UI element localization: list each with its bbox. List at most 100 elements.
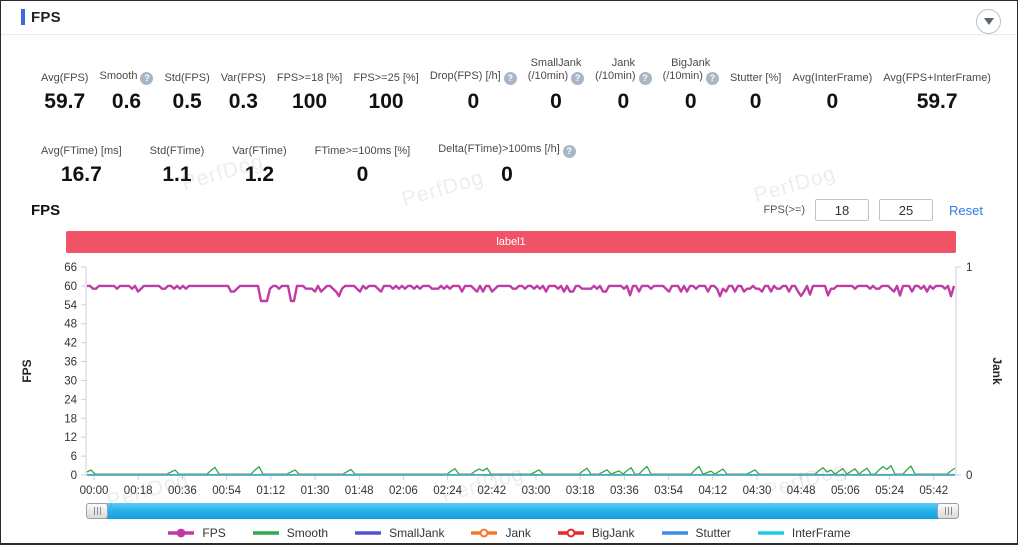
- reset-button[interactable]: Reset: [949, 202, 983, 218]
- stat-drop-fps-h-: Drop(FPS) [/h]? 0: [430, 55, 517, 114]
- stat-label: Avg(InterFrame): [792, 72, 873, 84]
- help-icon[interactable]: ?: [140, 72, 154, 85]
- svg-text:02:06: 02:06: [389, 485, 418, 497]
- svg-text:00:36: 00:36: [168, 485, 197, 497]
- stat-value: 1.1: [162, 163, 192, 186]
- svg-text:48: 48: [64, 319, 77, 331]
- stat-stutter-: Stutter [%] 0: [730, 55, 781, 114]
- legend-item-interframe[interactable]: InterFrame: [757, 526, 851, 540]
- svg-text:1: 1: [966, 262, 972, 274]
- stats-row-ftime: Avg(FTime) [ms] 16.7 Std(FTime) 1.1 Var(FTim…: [41, 128, 1017, 187]
- chart-section-header: FPS FPS(>=) Reset: [1, 197, 1017, 223]
- stat-avg-fps-: Avg(FPS) 59.7: [41, 55, 88, 114]
- stat-label: Stutter [%]: [729, 72, 782, 84]
- stat-value: 0: [356, 163, 369, 186]
- chart-range-scrollbar[interactable]: [86, 503, 959, 519]
- scene-label-bar[interactable]: label1: [66, 231, 956, 253]
- svg-text:12: 12: [64, 432, 77, 444]
- stat-label: FPS>=18 [%]: [276, 72, 343, 84]
- panel-header: FPS: [1, 1, 1017, 35]
- legend-label: Stutter: [695, 526, 731, 540]
- svg-text:60: 60: [64, 281, 77, 293]
- stutter-series-marker-icon: [661, 531, 688, 535]
- stat-label: Jank (/10min)?: [595, 55, 652, 85]
- svg-text:FPS: FPS: [20, 359, 34, 382]
- stat-bigjank-10min-: BigJank (/10min)? 0: [663, 55, 719, 114]
- stat-avg-fps-interframe-: Avg(FPS+InterFrame) 59.7: [883, 55, 991, 114]
- chart-legend: FPS Smooth SmallJank Jank BigJank Stutter Inte…: [1, 526, 1017, 540]
- svg-text:03:18: 03:18: [566, 485, 595, 497]
- stat-value: 0: [617, 90, 630, 113]
- smooth-series-marker-icon: [252, 531, 279, 535]
- smalljank-series-marker-icon: [355, 531, 382, 535]
- legend-label: BigJank: [591, 526, 635, 540]
- svg-text:01:30: 01:30: [301, 485, 330, 497]
- stat-label: Std(FPS): [164, 72, 210, 84]
- fps-max-input[interactable]: [879, 199, 934, 221]
- svg-text:01:12: 01:12: [256, 485, 285, 497]
- stat-value: 0: [467, 90, 480, 113]
- fps-series-marker-icon: [168, 528, 195, 538]
- legend-item-fps[interactable]: FPS: [167, 526, 226, 540]
- stat-value: 1.2: [244, 163, 275, 186]
- range-handle-left[interactable]: [86, 503, 108, 519]
- stat-avg-ftime-ms-: Avg(FTime) [ms] 16.7: [41, 128, 122, 187]
- legend-item-bigjank[interactable]: BigJank: [557, 526, 635, 540]
- stat-label: Avg(FTime) [ms]: [41, 145, 122, 157]
- svg-text:03:00: 03:00: [522, 485, 551, 497]
- collapse-button[interactable]: [976, 9, 1001, 34]
- svg-text:02:42: 02:42: [477, 485, 506, 497]
- stat-label: BigJank (/10min)?: [663, 55, 719, 85]
- stat-std-fps-: Std(FPS) 0.5: [165, 55, 210, 114]
- bigjank-series-marker-icon: [557, 528, 584, 538]
- stat-label: Delta(FTime)>100ms [/h]?: [438, 128, 576, 158]
- stat-label: Drop(FPS) [/h]?: [430, 55, 517, 85]
- stat-value: 0.5: [172, 90, 202, 113]
- help-icon[interactable]: ?: [705, 72, 719, 85]
- help-icon[interactable]: ?: [562, 145, 576, 158]
- legend-item-stutter[interactable]: Stutter: [661, 526, 731, 540]
- stat-ftime-100ms-: FTime>=100ms [%] 0: [315, 128, 411, 187]
- help-icon[interactable]: ?: [503, 72, 517, 85]
- svg-text:04:30: 04:30: [743, 485, 772, 497]
- fps-chart[interactable]: 0 6 12 18 24 30 36 42 48 54 60 66 1 0 00:00 00:18 00:36 0…: [1, 257, 1017, 503]
- svg-text:00:54: 00:54: [212, 485, 241, 497]
- stats-summary: Avg(FPS) 59.7 Smooth? 0.6 Std(FPS) 0.5 Var(FPS…: [1, 35, 1017, 187]
- stat-fps-25-: FPS>=25 [%] 100: [353, 55, 418, 114]
- stat-label: FPS>=25 [%]: [353, 72, 419, 84]
- fps-min-input[interactable]: [815, 199, 870, 221]
- legend-item-jank[interactable]: Jank: [470, 526, 531, 540]
- stat-value: 100: [292, 90, 328, 113]
- legend-item-smalljank[interactable]: SmallJank: [354, 526, 444, 540]
- help-icon[interactable]: ?: [571, 72, 585, 85]
- stat-label: Var(FPS): [220, 72, 266, 84]
- stat-smooth: Smooth? 0.6: [100, 55, 154, 114]
- svg-text:00:00: 00:00: [80, 485, 109, 497]
- legend-label: Jank: [505, 526, 531, 540]
- stat-value: 0: [550, 90, 562, 113]
- stat-label: SmallJank (/10min)?: [528, 55, 585, 85]
- legend-item-smooth[interactable]: Smooth: [252, 526, 328, 540]
- stat-value: 0.3: [228, 90, 258, 113]
- range-track[interactable]: [106, 503, 939, 519]
- legend-label: Smooth: [286, 526, 329, 540]
- stat-value: 59.7: [916, 90, 958, 113]
- svg-text:00:18: 00:18: [124, 485, 153, 497]
- scene-label-text: label1: [496, 236, 526, 248]
- stat-var-ftime-: Var(FTime) 1.2: [232, 128, 286, 187]
- svg-text:18: 18: [64, 413, 77, 425]
- svg-text:03:54: 03:54: [654, 485, 683, 497]
- stat-value: 16.7: [60, 163, 102, 186]
- svg-text:30: 30: [64, 375, 77, 387]
- stat-value: 100: [368, 90, 404, 113]
- svg-text:6: 6: [71, 451, 77, 463]
- stat-fps-18-: FPS>=18 [%] 100: [277, 55, 342, 114]
- help-icon[interactable]: ?: [638, 72, 652, 85]
- svg-text:05:42: 05:42: [919, 485, 948, 497]
- svg-text:04:12: 04:12: [698, 485, 727, 497]
- stat-value: 59.7: [44, 90, 86, 113]
- svg-text:54: 54: [64, 300, 77, 312]
- range-handle-right[interactable]: [937, 503, 959, 519]
